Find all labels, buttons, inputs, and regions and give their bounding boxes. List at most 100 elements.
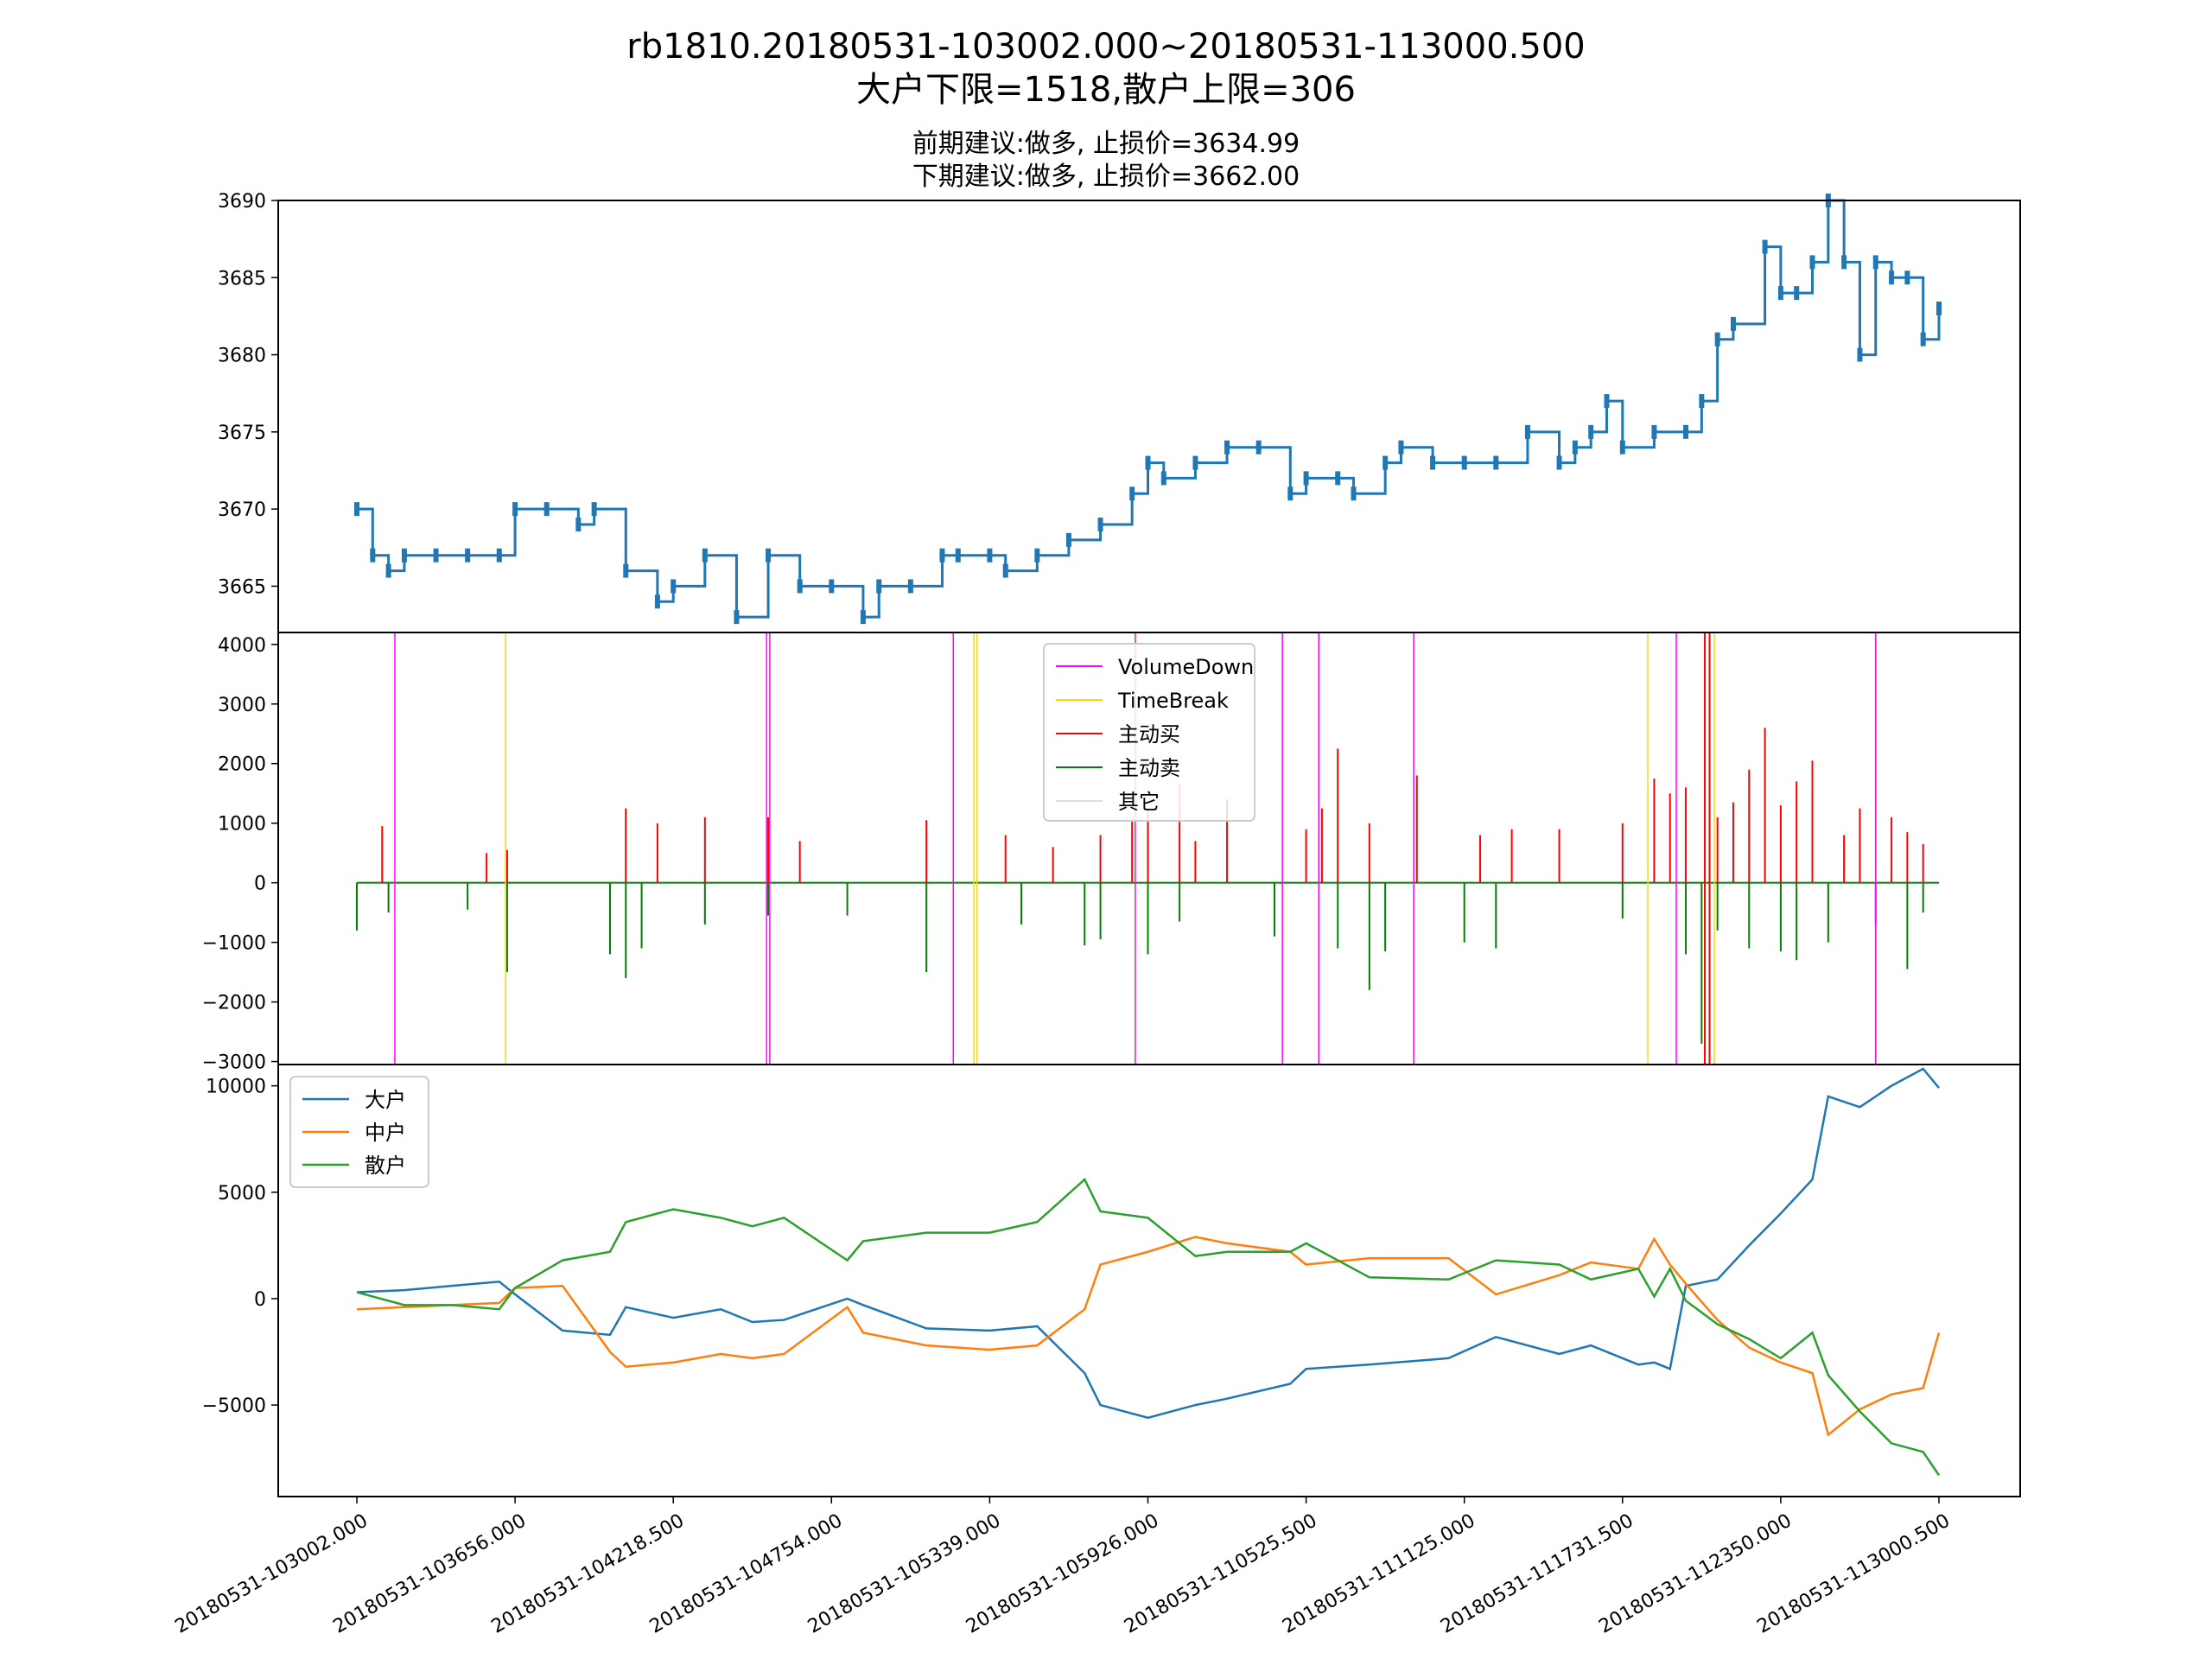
price-tick-mark: [876, 579, 882, 594]
y-tick-label: 0: [254, 874, 266, 895]
next-advice-text: 下期建议:做多, 止损价=3662.00: [912, 162, 1300, 192]
volume-legend-box: [1043, 643, 1255, 822]
x-axis: 20180531-103002.00020180531-103656.00020…: [171, 1497, 1954, 1638]
price-tick-mark: [465, 548, 471, 563]
price-line: [357, 199, 1941, 619]
price-tick-mark: [401, 548, 407, 563]
y-tick-label: 0: [254, 1289, 266, 1311]
price-tick-mark: [1619, 440, 1625, 454]
y-tick-label: 4000: [218, 635, 266, 657]
y-tick-label: 5000: [218, 1183, 266, 1205]
legend-label: 大户: [365, 1088, 406, 1112]
price-tick-mark: [1192, 455, 1198, 470]
price-tick-mark: [1287, 486, 1294, 501]
y-tick-label: −5000: [202, 1395, 266, 1417]
legend-label: TimeBreak: [1117, 689, 1229, 713]
positions-panel: −5000 0 5000 10000: [202, 1064, 2021, 1497]
price-tick-mark: [1699, 394, 1705, 409]
price-tick-mark: [1351, 486, 1357, 501]
y-tick-label: 10000: [206, 1077, 266, 1098]
price-tick-mark: [385, 563, 391, 578]
positions-panel-frame: [277, 1064, 2021, 1497]
price-tick-mark: [1683, 424, 1689, 439]
price-tick-mark: [654, 594, 660, 609]
price-tick-mark: [1604, 394, 1610, 409]
y-tick-label: 3685: [218, 268, 266, 289]
price-tick-mark: [1889, 270, 1895, 285]
legend-label: 中户: [365, 1121, 406, 1145]
legend-label: 主动卖: [1118, 756, 1180, 780]
price-tick-mark: [955, 548, 961, 563]
y-tick-label: 3000: [218, 695, 266, 716]
price-tick-mark: [1034, 548, 1040, 563]
price-tick-mark: [1777, 286, 1783, 301]
price-panel-frame: [277, 200, 2021, 633]
price-tick-mark: [496, 548, 502, 563]
price-tick-mark: [354, 502, 359, 517]
position-line: [356, 1067, 1940, 1420]
chart-subtitle-limits: 大户下限=1518,散户上限=306: [856, 70, 1356, 110]
y-tick-label: 3690: [218, 191, 266, 213]
y-tick-label: −1000: [202, 933, 266, 955]
price-tick-mark: [1651, 424, 1657, 439]
price-tick-mark: [370, 548, 376, 563]
price-tick-mark: [1588, 424, 1594, 439]
price-tick-mark: [1936, 302, 1942, 315]
price-tick-mark: [702, 548, 708, 563]
position-line: [356, 1236, 1941, 1437]
price-tick-mark: [1872, 255, 1878, 270]
price-tick-mark: [1097, 518, 1103, 531]
price-tick-mark: [433, 548, 439, 563]
price-tick-mark: [1255, 440, 1262, 454]
price-tick-mark: [1904, 270, 1910, 285]
positions-legend-box: [289, 1076, 429, 1188]
price-tick-mark: [1857, 347, 1863, 362]
price-tick-mark: [829, 579, 835, 594]
price-tick-mark: [1809, 255, 1815, 270]
price-tick-mark: [1065, 532, 1071, 547]
price-tick-mark: [1920, 332, 1926, 346]
y-tick-label: −3000: [202, 1052, 266, 1074]
price-tick-mark: [1794, 286, 1800, 301]
price-tick-mark: [575, 518, 582, 531]
price-tick-mark: [512, 502, 518, 517]
price-tick-mark: [1335, 471, 1341, 486]
position-line: [356, 1177, 1941, 1477]
price-tick-mark: [1714, 332, 1720, 346]
price-tick-mark: [1224, 440, 1230, 454]
price-tick-mark: [1493, 455, 1499, 470]
price-tick-mark: [797, 579, 803, 594]
y-tick-label: 3670: [218, 499, 266, 521]
y-tick-label: −2000: [202, 993, 266, 1014]
legend-label: 主动买: [1118, 722, 1180, 747]
price-tick-mark: [987, 548, 993, 563]
price-tick-mark: [591, 502, 597, 517]
price-tick-mark: [1556, 455, 1562, 470]
chart-title: rb1810.20180531-103002.000~20180531-1130…: [626, 27, 1586, 67]
price-tick-mark: [1730, 316, 1736, 331]
price-tick-mark: [1762, 239, 1768, 254]
price-tick-mark: [1841, 255, 1847, 270]
price-tick-mark: [1524, 424, 1530, 439]
price-tick-mark: [1461, 455, 1467, 470]
price-tick-mark: [623, 563, 629, 578]
price-tick-mark: [1398, 440, 1404, 454]
legend-label: VolumeDown: [1118, 655, 1254, 679]
legend-label: 其它: [1118, 790, 1160, 814]
price-tick-mark: [671, 579, 677, 594]
price-tick-mark: [1160, 471, 1166, 486]
price-tick-mark: [907, 579, 913, 594]
price-tick-mark: [1129, 486, 1135, 501]
price-tick-mark: [1430, 455, 1436, 470]
price-tick-mark: [543, 502, 550, 517]
y-tick-label: 3680: [218, 346, 266, 367]
price-tick-mark: [1002, 563, 1008, 578]
price-panel: 3665 3670 3675 3680 3685 3690: [218, 191, 2021, 633]
price-tick-mark: [860, 610, 866, 625]
price-tick-mark: [1382, 455, 1389, 470]
price-tick-mark: [1303, 471, 1309, 486]
price-tick-mark: [1145, 455, 1151, 470]
